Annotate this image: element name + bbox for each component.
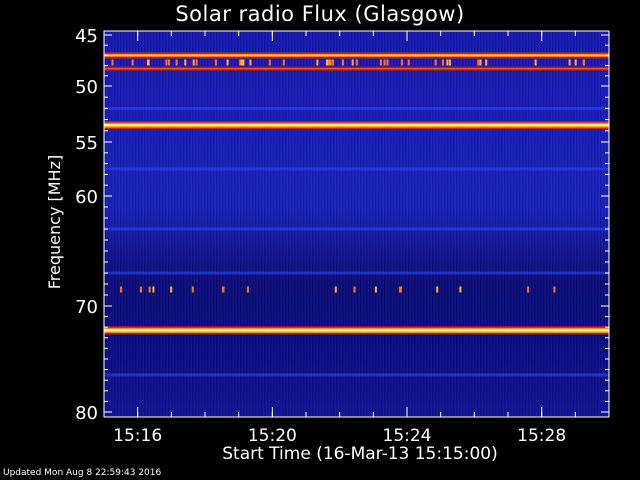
band-layer: [104, 52, 609, 377]
spike-mark: [192, 59, 195, 66]
spike-mark: [341, 59, 344, 66]
dim-band-4: [104, 373, 609, 377]
spike-mark: [184, 59, 187, 66]
spike-mark: [329, 59, 332, 66]
spike-mark: [239, 59, 242, 66]
spike-mark: [240, 59, 243, 66]
spike-mark: [477, 59, 480, 66]
spike-mark: [147, 59, 150, 66]
spike-mark: [268, 59, 271, 66]
spike-mark: [332, 59, 334, 66]
spike-mark: [152, 286, 155, 293]
x-tick-label: 15:20: [248, 426, 297, 446]
spike-mark: [441, 59, 444, 66]
bright-band-2: [104, 121, 609, 130]
x-axis-ticks: 15:16 15:20 15:24 15:28: [103, 31, 610, 446]
spike-mark: [111, 59, 114, 66]
spike-mark: [374, 286, 377, 293]
x-tick-label: 15:24: [383, 426, 432, 446]
spike-mark: [434, 59, 437, 66]
spike-mark: [316, 59, 319, 66]
spike-mark: [568, 59, 571, 66]
spike-mark: [328, 59, 331, 66]
spike-mark: [170, 286, 173, 293]
spike-mark: [165, 59, 168, 66]
spike-mark: [120, 286, 123, 293]
spike-mark: [351, 59, 354, 66]
spike-mark: [131, 59, 134, 66]
spike-mark: [326, 59, 329, 66]
y-tick-label: 60: [75, 187, 98, 208]
spike-mark: [222, 286, 225, 293]
spike-mark: [485, 59, 488, 66]
x-tick-label: 15:28: [517, 426, 566, 446]
y-tick-label: 55: [75, 133, 98, 154]
y-axis-ticks: 45 50 55 60 70 80: [75, 26, 609, 424]
spike-mark: [407, 59, 410, 66]
y-tick-label: 80: [75, 403, 98, 424]
spike-mark: [175, 59, 178, 66]
spike-mark: [574, 59, 577, 66]
spike-mark: [386, 59, 389, 66]
dim-band-3: [104, 271, 609, 275]
chart-title: Solar radio Flux (Glasgow): [175, 2, 465, 26]
y-tick-label: 70: [75, 297, 98, 318]
spike-mark: [334, 286, 337, 293]
spike-mark: [226, 59, 229, 66]
spike-mark: [527, 286, 530, 293]
x-axis-label: Start Time (16-Mar-13 15:15:00): [222, 444, 498, 464]
y-tick-label: 45: [75, 26, 98, 47]
dim-band-0: [104, 106, 609, 110]
spike-layer: [111, 59, 585, 293]
spike-mark: [139, 286, 142, 293]
plot-area: [104, 31, 609, 417]
spike-mark: [400, 286, 402, 293]
spike-mark: [246, 286, 249, 293]
spike-mark: [249, 59, 252, 66]
x-tick-label: 15:16: [113, 426, 162, 446]
spike-mark: [379, 59, 382, 66]
spike-mark: [168, 59, 170, 66]
spike-mark: [400, 59, 403, 66]
bright-band-1: [104, 66, 609, 71]
y-tick-label: 50: [75, 77, 98, 98]
spike-mark: [582, 59, 585, 66]
spike-mark: [214, 59, 217, 66]
spike-mark: [446, 59, 449, 66]
spike-mark: [534, 59, 537, 66]
spectrogram-texture: [104, 31, 609, 417]
spike-mark: [353, 286, 356, 293]
dim-band-2: [104, 227, 609, 231]
dim-band-1: [104, 167, 609, 171]
spike-mark: [448, 59, 451, 66]
spike-mark: [479, 59, 482, 66]
spike-mark: [195, 59, 198, 66]
spike-mark: [191, 286, 194, 293]
bright-band-3: [104, 326, 609, 335]
spike-mark: [355, 59, 358, 66]
spike-mark: [436, 286, 439, 293]
spike-mark: [282, 59, 285, 66]
spike-mark: [242, 59, 245, 66]
spike-mark: [459, 286, 462, 293]
y-axis-label: Frequency [MHz]: [45, 154, 64, 290]
spike-mark: [383, 59, 386, 66]
plot-frame: [103, 30, 610, 418]
updated-timestamp: Updated Mon Aug 8 22:59:43 2016: [3, 468, 162, 478]
spike-mark: [148, 286, 151, 293]
bright-band-0: [104, 52, 609, 59]
spike-mark: [553, 286, 556, 293]
